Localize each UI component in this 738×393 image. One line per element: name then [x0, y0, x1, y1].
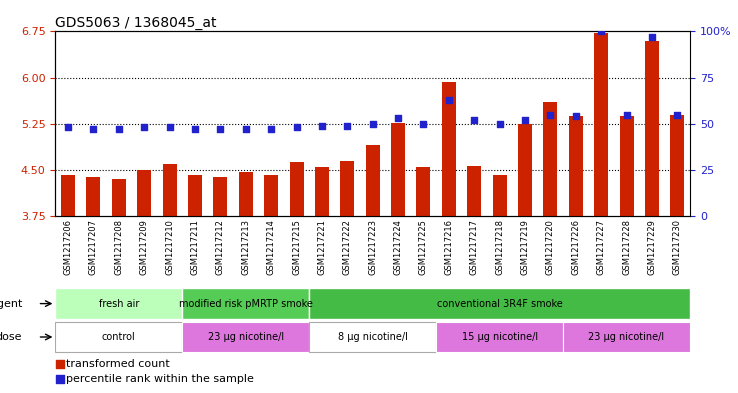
Bar: [436, 321, 563, 353]
Bar: [61, 175, 75, 216]
Bar: [112, 179, 125, 216]
Text: dose: dose: [0, 332, 22, 342]
Bar: [315, 167, 329, 216]
Point: [596, 28, 607, 35]
Point: [113, 126, 125, 132]
Bar: [55, 288, 182, 319]
Bar: [670, 115, 684, 216]
Text: 23 μg nicotine/l: 23 μg nicotine/l: [588, 332, 665, 342]
Point: [291, 124, 303, 130]
Bar: [416, 167, 430, 216]
Bar: [309, 288, 690, 319]
Text: 8 μg nicotine/l: 8 μg nicotine/l: [338, 332, 407, 342]
Point: [519, 117, 531, 123]
Point: [367, 121, 379, 127]
Bar: [569, 116, 583, 216]
Point: [570, 113, 582, 119]
Text: GDS5063 / 1368045_at: GDS5063 / 1368045_at: [55, 17, 217, 30]
Text: percentile rank within the sample: percentile rank within the sample: [66, 374, 255, 384]
Point: [494, 121, 506, 127]
Point: [240, 126, 252, 132]
Point: [88, 126, 100, 132]
Point: [392, 115, 404, 121]
Point: [164, 124, 176, 130]
Bar: [366, 145, 379, 216]
Point: [545, 112, 556, 118]
Text: modified risk pMRTP smoke: modified risk pMRTP smoke: [179, 299, 313, 309]
Point: [469, 117, 480, 123]
Point: [443, 97, 455, 103]
Bar: [493, 175, 506, 216]
Bar: [442, 82, 456, 216]
Bar: [86, 177, 100, 216]
Text: transformed count: transformed count: [66, 358, 170, 369]
Text: 15 μg nicotine/l: 15 μg nicotine/l: [461, 332, 538, 342]
Point: [215, 126, 227, 132]
Bar: [182, 288, 309, 319]
Text: agent: agent: [0, 299, 22, 309]
Bar: [213, 177, 227, 216]
Bar: [55, 321, 182, 353]
Point: [621, 112, 632, 118]
Bar: [182, 321, 309, 353]
Bar: [645, 41, 659, 216]
Bar: [340, 161, 354, 216]
Text: conventional 3R4F smoke: conventional 3R4F smoke: [437, 299, 562, 309]
Point: [54, 376, 66, 382]
Point: [189, 126, 201, 132]
Bar: [264, 175, 278, 216]
Bar: [467, 166, 481, 216]
Point: [265, 126, 277, 132]
Bar: [594, 33, 608, 216]
Point: [672, 112, 683, 118]
Bar: [620, 116, 633, 216]
Point: [418, 121, 430, 127]
Text: fresh air: fresh air: [99, 299, 139, 309]
Bar: [289, 162, 303, 216]
Point: [138, 124, 150, 130]
Bar: [391, 123, 405, 216]
Bar: [137, 170, 151, 216]
Point: [54, 360, 66, 367]
Bar: [188, 175, 202, 216]
Text: 23 μg nicotine/l: 23 μg nicotine/l: [207, 332, 284, 342]
Bar: [518, 124, 532, 216]
Point: [316, 123, 328, 129]
Bar: [563, 321, 690, 353]
Text: control: control: [102, 332, 136, 342]
Bar: [309, 321, 436, 353]
Point: [342, 123, 354, 129]
Bar: [239, 173, 252, 216]
Bar: [543, 102, 557, 216]
Point: [62, 124, 74, 130]
Bar: [162, 164, 176, 216]
Point: [646, 34, 658, 40]
